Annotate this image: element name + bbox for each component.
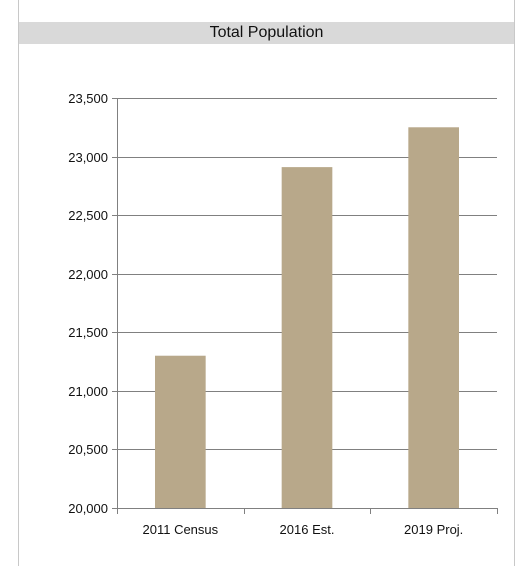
chart-title-bar: Total Population: [19, 22, 514, 44]
y-tick-label: 20,000: [68, 501, 108, 516]
x-tick-label: 2019 Proj.: [404, 522, 463, 537]
y-tick-label: 23,500: [68, 91, 108, 106]
bars: [155, 127, 459, 509]
y-tick-label: 23,000: [68, 150, 108, 165]
tick-labels: 20,000 20,500 21,000 21,500 22,000 22,500 23,0…: [68, 91, 463, 537]
y-tick-label: 21,500: [68, 325, 108, 340]
bar-0: [155, 355, 206, 508]
x-tick-label: 2011 Census: [143, 522, 219, 537]
x-tick-label: 2016 Est.: [280, 522, 335, 537]
panel-border-right: [514, 0, 515, 566]
bar-2: [408, 127, 459, 509]
y-tick-label: 22,000: [68, 267, 108, 282]
y-tick-label: 22,500: [68, 208, 108, 223]
axes: [112, 98, 498, 514]
panel-border-left: [18, 0, 19, 566]
y-tick-label: 20,500: [68, 442, 108, 457]
y-tick-label: 21,000: [68, 384, 108, 399]
chart-title: Total Population: [209, 24, 324, 41]
bar-1: [281, 167, 333, 508]
